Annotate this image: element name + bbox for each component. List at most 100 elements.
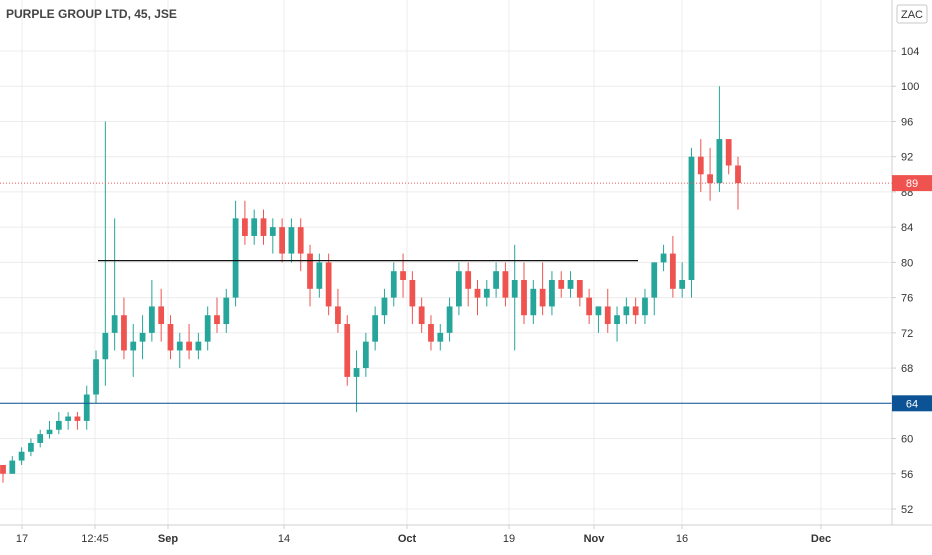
candle-body [325,262,332,307]
candle [297,218,304,272]
candle-body [418,306,425,325]
candle-body [335,306,341,325]
candle [28,438,34,457]
candle-body [400,271,406,280]
candle [121,297,127,360]
chart-title: PURPLE GROUP LTD, 45, JSE [6,7,177,21]
last-price-label: 89 [906,178,918,190]
candle [446,297,453,342]
candle-body [65,416,72,421]
candle [474,280,481,316]
candle [604,288,611,333]
candle-body [362,341,369,369]
candle-body [269,227,276,236]
candle-body [0,464,6,474]
candle-body [139,332,146,342]
candle-body [223,297,230,325]
candle [381,288,388,325]
candle [307,244,313,307]
candle-body [37,434,44,443]
y-tick-label: 76 [901,293,913,305]
candle-body [558,280,565,289]
candle [65,412,72,430]
candle-body [130,341,137,351]
candle-body [642,297,648,316]
candle [530,280,537,325]
candle-body [251,218,258,236]
candle [707,147,713,201]
x-tick-label: 12:45 [81,533,109,545]
x-tick-label: 17 [16,533,28,545]
candle [725,139,732,175]
candle [55,412,62,435]
candle [269,218,276,254]
candle-body [18,451,25,461]
candle-body [167,324,174,351]
candle-body [614,315,620,325]
candle-body [437,332,444,342]
candle [148,280,155,342]
candle-body [102,332,109,360]
candle-body [390,271,397,298]
candle [651,262,658,316]
x-tick-label: Nov [584,533,606,545]
candle [37,429,44,448]
candle [390,262,397,307]
candle [660,244,667,272]
candle [465,262,472,307]
currency-badge[interactable]: ZAC [896,4,928,24]
candle-body [632,306,639,316]
y-tick-label: 72 [901,328,913,340]
currency-badge-box [896,4,928,24]
y-tick-label: 104 [901,46,919,58]
candle [288,218,295,263]
candle [372,306,379,351]
candle-body [148,306,155,333]
candle-body [502,271,509,298]
candle-body [232,218,239,298]
candle [409,271,416,325]
candle [595,306,602,333]
candle [511,244,518,351]
candle [46,420,53,439]
candle [493,262,499,298]
candle-body [595,306,602,316]
candle [679,262,686,298]
x-tick-label: 16 [676,533,688,545]
candle-body [688,156,695,280]
candle-body [381,297,388,316]
candle-body [204,315,211,342]
candle-body [586,297,593,316]
candle-body [521,280,527,316]
candle [549,271,555,316]
candle-body [493,271,499,289]
candle [335,288,341,333]
candle [688,147,695,298]
candle [167,315,174,360]
candle-body [195,341,202,351]
candle [83,385,90,430]
candle-body [55,420,62,430]
candle-body [604,306,611,325]
candle-body [353,368,360,377]
candle-body [307,253,313,289]
candle-body [316,262,323,289]
candle-body [651,262,658,298]
last-price-tag [892,175,932,192]
candle [632,297,639,325]
candle-body [549,280,555,307]
y-tick-label: 100 [901,81,919,93]
candle [130,324,137,377]
candle [642,288,648,325]
candle-body [297,227,304,254]
candle [502,262,509,307]
candle [139,315,146,360]
candle [223,288,230,333]
support-price-tag [892,395,932,412]
candle-body [576,280,583,298]
support-price-label: 64 [906,398,918,410]
candle-body [93,359,99,395]
candle-body [456,271,462,307]
candle [614,306,620,342]
candle [456,262,462,316]
